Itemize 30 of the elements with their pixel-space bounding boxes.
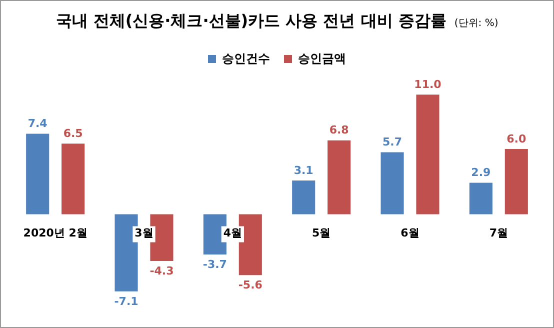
x-tick-label: 2020년 2월: [23, 226, 88, 240]
data-label: -3.7: [202, 258, 227, 271]
data-label: -7.1: [114, 294, 138, 308]
x-tick-label: 6월: [400, 226, 420, 240]
legend-label: 승인건수: [222, 51, 270, 66]
bar: [504, 149, 528, 214]
bar: [380, 152, 404, 214]
bar: [292, 180, 316, 214]
data-label: 2.9: [471, 166, 491, 180]
bar: [26, 134, 50, 214]
data-label: 6.8: [329, 124, 349, 137]
data-label: 7.4: [28, 117, 48, 130]
bar: [62, 144, 85, 214]
data-label: 6.5: [63, 126, 83, 140]
chart-title: 국내 전체(신용·체크·선불)카드 사용 전년 대비 증감률: [56, 11, 446, 30]
legend-label: 승인금액: [298, 51, 346, 66]
x-tick-label: 3월: [134, 226, 154, 240]
data-label: -5.6: [238, 278, 263, 292]
bar: [328, 140, 351, 214]
x-tick-label: 7월: [489, 226, 508, 240]
data-label: 6.0: [506, 132, 526, 146]
data-label: -4.3: [150, 264, 174, 278]
data-label: 3.1: [294, 164, 314, 177]
data-label: 11.0: [414, 78, 442, 92]
bar: [469, 182, 492, 214]
x-tick-label: 4월: [223, 226, 242, 240]
bar: [416, 94, 440, 214]
x-tick-label: 5월: [312, 226, 331, 240]
data-label: 5.7: [382, 136, 402, 149]
text: (단위: %): [454, 18, 498, 29]
